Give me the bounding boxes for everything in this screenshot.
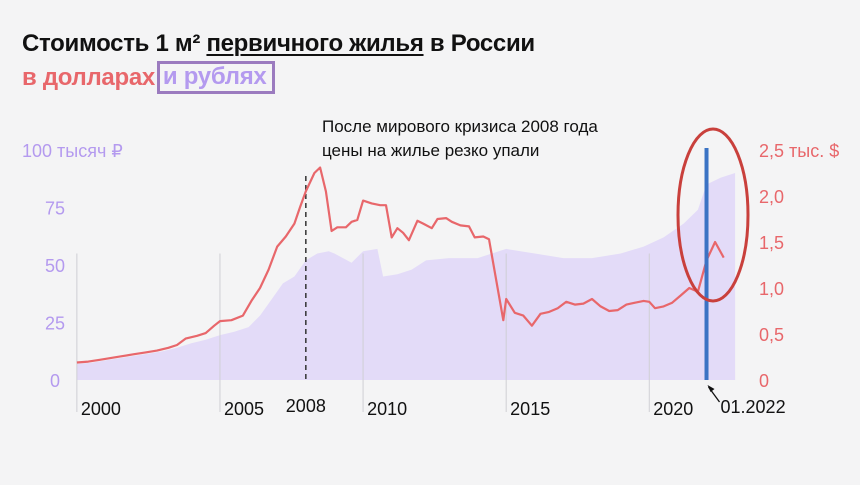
y-right-tick-label: 2,5 тыс. $ xyxy=(759,141,839,161)
annotation-line2: цены на жилье резко упали xyxy=(322,141,539,160)
y-right-tick-label: 1,5 xyxy=(759,233,784,253)
title-part1: Стоимость 1 м² xyxy=(22,30,201,57)
highlight-ellipse xyxy=(676,127,750,303)
x-tick-label-2020: 2020 xyxy=(653,399,693,419)
title-part3: в России xyxy=(429,30,535,57)
x-tick-label-2010: 2010 xyxy=(367,399,407,419)
y-left-tick-label: 50 xyxy=(45,256,65,276)
x-tick-label-2005: 2005 xyxy=(224,399,264,419)
x-tick-label-2008: 2008 xyxy=(286,396,326,416)
rub-area-series xyxy=(76,173,736,380)
usd-legend-label: в долларах xyxy=(22,64,155,91)
annotation-line1: После мирового кризиса 2008 года xyxy=(322,117,598,136)
marker-label: 01.2022 xyxy=(721,397,786,417)
y-right-tick-label: 0,5 xyxy=(759,325,784,345)
title-part2: первичного жилья xyxy=(206,30,424,57)
chart-subtitle: в долларах и рублях xyxy=(22,61,276,95)
y-left-tick-label: 0 xyxy=(50,371,60,391)
y-right-tick-label: 1,0 xyxy=(759,279,784,299)
y-left-tick-label: 75 xyxy=(45,199,65,219)
x-tick-label-2000: 2000 xyxy=(81,399,121,419)
y-left-tick-label: 25 xyxy=(45,314,65,334)
rub-legend-label: и рублях xyxy=(156,61,276,94)
y-right-tick-label: 2,0 xyxy=(759,187,784,207)
marker-arrow-head xyxy=(707,385,715,392)
y-left-tick-label: 100 тысяч ₽ xyxy=(22,141,123,161)
y-right-tick-label: 0 xyxy=(759,371,769,391)
usd-line-series xyxy=(76,166,725,364)
chart-title: Стоимость 1 м² первичного жилья в России xyxy=(22,30,535,58)
x-tick-label-2015: 2015 xyxy=(510,399,550,419)
